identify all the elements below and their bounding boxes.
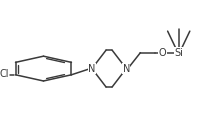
Text: Cl: Cl: [0, 69, 9, 79]
Text: N: N: [123, 64, 130, 74]
Text: O: O: [159, 48, 166, 58]
Text: N: N: [88, 64, 96, 74]
Text: Si: Si: [174, 48, 183, 58]
